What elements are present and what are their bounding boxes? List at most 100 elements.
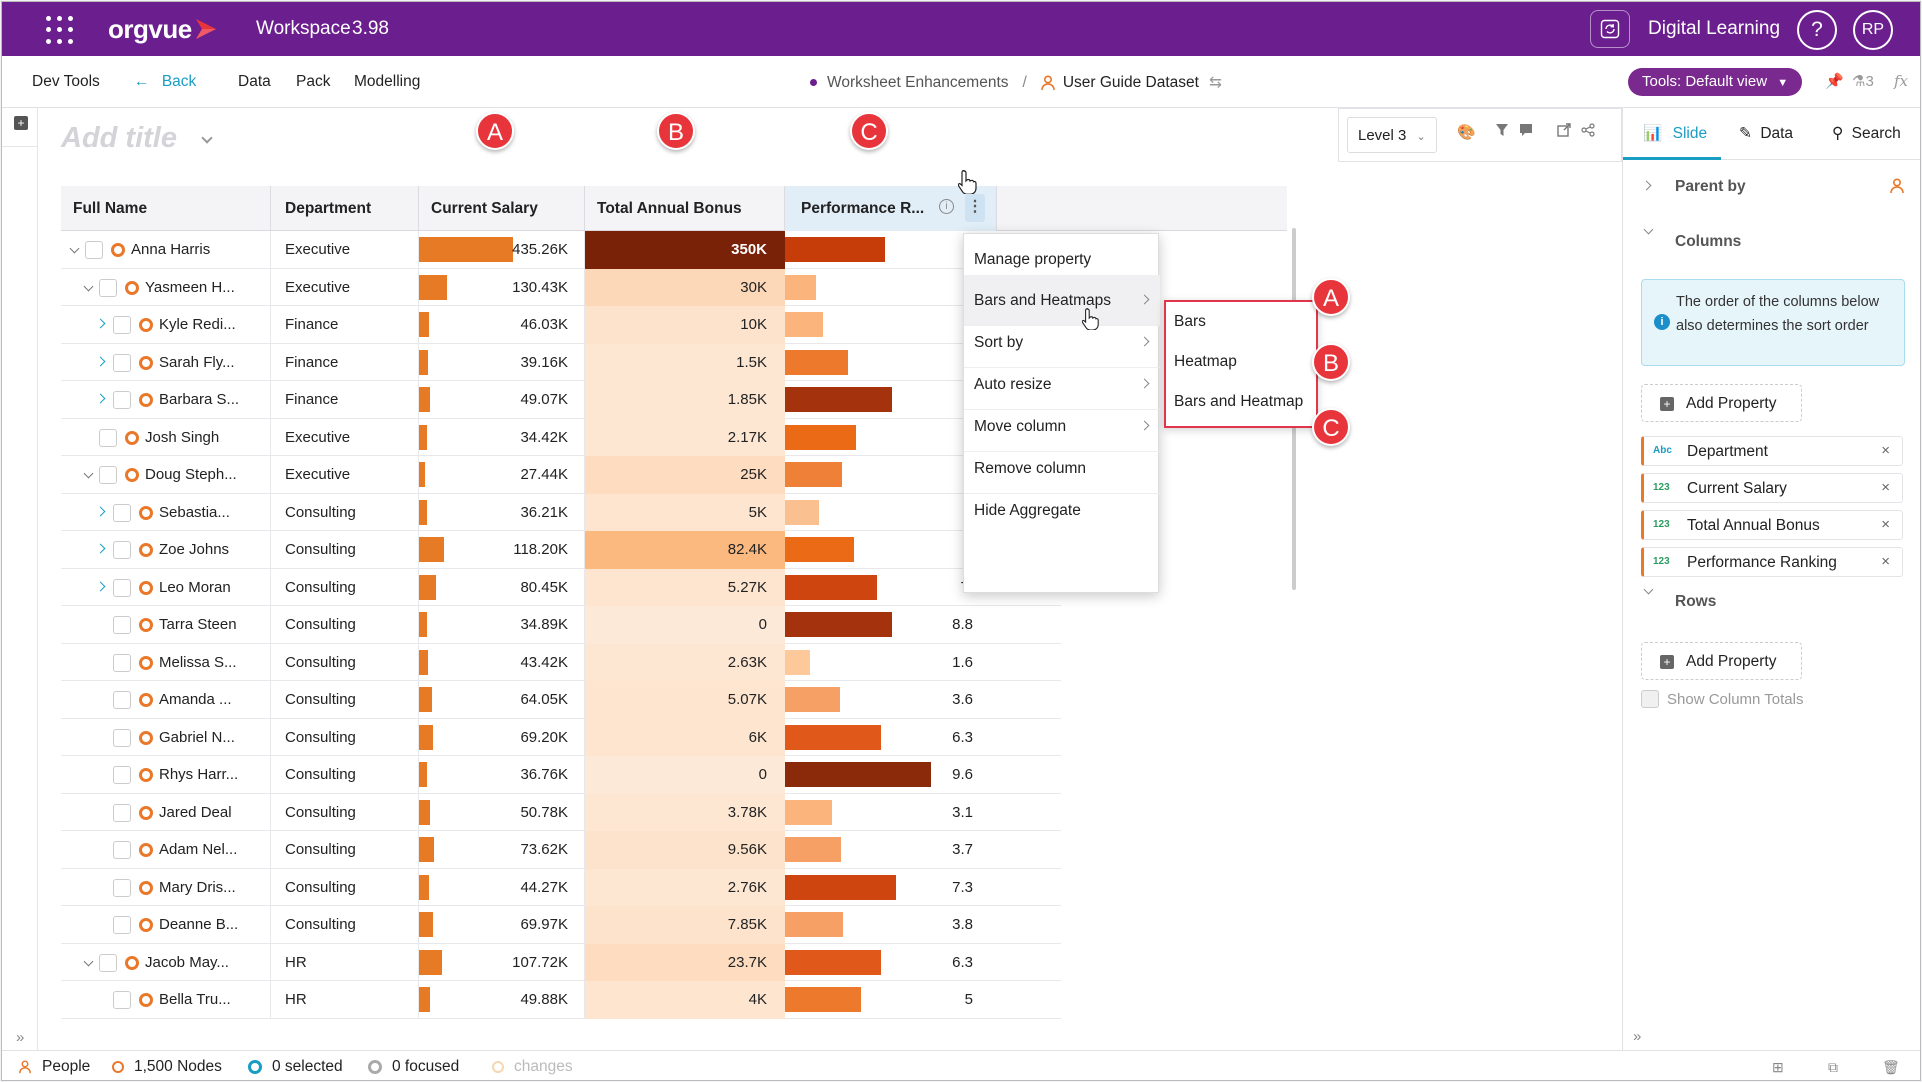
full-name[interactable]: Josh Singh xyxy=(145,428,220,446)
breadcrumb-project[interactable]: Worksheet Enhancements xyxy=(827,73,1009,91)
full-name[interactable]: Leo Moran xyxy=(159,578,231,596)
submenu-item-bars-and-heatmap[interactable]: Bars and Heatmap xyxy=(1174,393,1304,410)
copy-icon[interactable]: ⧉ xyxy=(1828,1059,1838,1075)
full-name[interactable]: Jacob May... xyxy=(145,953,229,971)
tab-search[interactable]: ⚲ Search xyxy=(1832,124,1901,143)
chevron-right-icon[interactable] xyxy=(1641,180,1652,191)
menu-item-auto-resize[interactable]: Auto resize xyxy=(964,359,1160,410)
column-header-total-annual-bonus[interactable]: Total Annual Bonus xyxy=(585,186,785,231)
collapse-chevron-icon[interactable] xyxy=(83,468,94,479)
chevron-down-icon[interactable] xyxy=(201,132,213,144)
table-row[interactable]: Adam Nel... Consulting 73.62K 9.56K 3.7 xyxy=(61,831,1061,869)
full-name[interactable]: Gabriel N... xyxy=(159,728,235,746)
collapse-chevron-icon[interactable] xyxy=(69,243,80,254)
parent-by-section[interactable]: Parent by xyxy=(1675,178,1746,195)
row-checkbox[interactable] xyxy=(113,653,131,672)
remove-icon[interactable]: × xyxy=(1881,516,1890,533)
fx-icon[interactable]: fx xyxy=(1894,72,1909,90)
table-row[interactable]: Gabriel N... Consulting 69.20K 6K 6.3 xyxy=(61,718,1061,756)
person-icon[interactable] xyxy=(1890,178,1904,194)
expand-panel-icon[interactable]: » xyxy=(1633,1028,1642,1045)
add-row-property-button[interactable]: + Add Property xyxy=(1641,642,1802,680)
dev-tools-link[interactable]: Dev Tools xyxy=(32,73,100,90)
expand-chevron-icon[interactable] xyxy=(95,581,106,591)
menu-item-hide-aggregate[interactable]: Hide Aggregate xyxy=(974,502,1081,519)
submenu-item-heatmap[interactable]: Heatmap xyxy=(1174,353,1237,370)
remove-icon[interactable]: × xyxy=(1881,442,1890,459)
table-row[interactable]: Melissa S... Consulting 43.42K 2.63K 1.6 xyxy=(61,643,1061,681)
back-link[interactable]: ← Back xyxy=(134,73,196,91)
row-checkbox[interactable] xyxy=(99,428,117,447)
tab-data[interactable]: ✎ Data xyxy=(1739,124,1793,143)
expand-chevron-icon[interactable] xyxy=(95,318,106,329)
selected-count[interactable]: 0 selected xyxy=(248,1058,343,1076)
project-name[interactable]: Digital Learning xyxy=(1648,18,1781,39)
row-checkbox[interactable] xyxy=(113,878,131,897)
focused-count[interactable]: 0 focused xyxy=(368,1058,459,1076)
nav-modelling[interactable]: Modelling xyxy=(354,73,421,90)
row-checkbox[interactable] xyxy=(113,691,131,709)
row-checkbox[interactable] xyxy=(113,578,131,597)
row-checkbox[interactable] xyxy=(113,316,131,334)
remove-icon[interactable]: × xyxy=(1881,479,1890,496)
row-checkbox[interactable] xyxy=(99,278,117,297)
full-name[interactable]: Doug Steph... xyxy=(145,466,237,483)
add-node-icon[interactable]: ⊞ xyxy=(1772,1059,1784,1075)
column-header-department[interactable]: Department xyxy=(271,186,419,231)
row-checkbox[interactable] xyxy=(113,766,131,784)
swap-icon[interactable]: ⇆ xyxy=(1208,74,1222,91)
full-name[interactable]: Melissa S... xyxy=(159,653,237,671)
add-slide-icon[interactable]: + xyxy=(14,116,28,130)
column-menu-kebab-icon[interactable]: ⋮ xyxy=(965,194,985,222)
checkbox[interactable] xyxy=(1641,690,1659,708)
collapse-chevron-icon[interactable] xyxy=(83,956,94,966)
rows-section[interactable]: Rows xyxy=(1675,593,1717,610)
full-name[interactable]: Deanne B... xyxy=(159,916,239,933)
menu-item-remove-column[interactable]: Remove column xyxy=(964,443,1160,494)
column-header-performance-ranking[interactable]: Performance R... i ⋮ xyxy=(785,186,997,231)
filter-icon[interactable] xyxy=(1493,123,1511,141)
tab-slide[interactable]: 📊 Slide xyxy=(1643,124,1707,143)
table-row[interactable]: Deanne B... Consulting 69.97K 7.85K 3.8 xyxy=(61,906,1061,944)
user-avatar-button[interactable]: RP xyxy=(1853,10,1893,50)
expand-chevron-icon[interactable] xyxy=(95,506,106,516)
row-checkbox[interactable] xyxy=(113,503,131,522)
share-icon[interactable] xyxy=(1579,123,1597,141)
submenu-item-bars[interactable]: Bars xyxy=(1174,313,1206,330)
table-row[interactable]: Bella Tru... HR 49.88K 4K 5 xyxy=(61,981,1061,1019)
column-property-performance-ranking[interactable]: 123 Performance Ranking × xyxy=(1641,547,1903,577)
full-name[interactable]: Kyle Redi... xyxy=(159,316,236,333)
table-row[interactable]: Jared Deal Consulting 50.78K 3.78K 3.1 xyxy=(61,793,1061,831)
full-name[interactable]: Jared Deal xyxy=(159,803,232,821)
row-checkbox[interactable] xyxy=(113,841,131,859)
palette-icon[interactable]: 🎨 xyxy=(1457,124,1476,141)
expand-left-icon[interactable]: » xyxy=(16,1029,25,1046)
export-icon[interactable] xyxy=(1555,123,1573,141)
full-name[interactable]: Adam Nel... xyxy=(159,841,238,858)
chevron-down-icon[interactable] xyxy=(1643,584,1654,595)
column-header-current-salary[interactable]: Current Salary xyxy=(419,186,585,231)
nav-data[interactable]: Data xyxy=(238,73,271,90)
expand-chevron-icon[interactable] xyxy=(95,543,106,554)
changes-indicator[interactable]: changes xyxy=(492,1058,573,1076)
table-row[interactable]: Tarra Steen Consulting 34.89K 0 8.8 xyxy=(61,606,1061,644)
row-checkbox[interactable] xyxy=(85,241,103,259)
menu-item-move-column[interactable]: Move column xyxy=(964,401,1160,452)
nav-pack[interactable]: Pack xyxy=(296,73,331,90)
menu-item-bars-and-heatmaps[interactable]: Bars and Heatmaps xyxy=(964,275,1160,326)
row-checkbox[interactable] xyxy=(113,916,131,934)
expand-chevron-icon[interactable] xyxy=(95,356,106,366)
full-name[interactable]: Anna Harris xyxy=(131,241,211,258)
add-column-property-button[interactable]: + Add Property xyxy=(1641,384,1802,422)
remove-icon[interactable]: × xyxy=(1881,553,1890,570)
table-row[interactable]: Rhys Harr... Consulting 36.76K 0 9.6 xyxy=(61,756,1061,794)
